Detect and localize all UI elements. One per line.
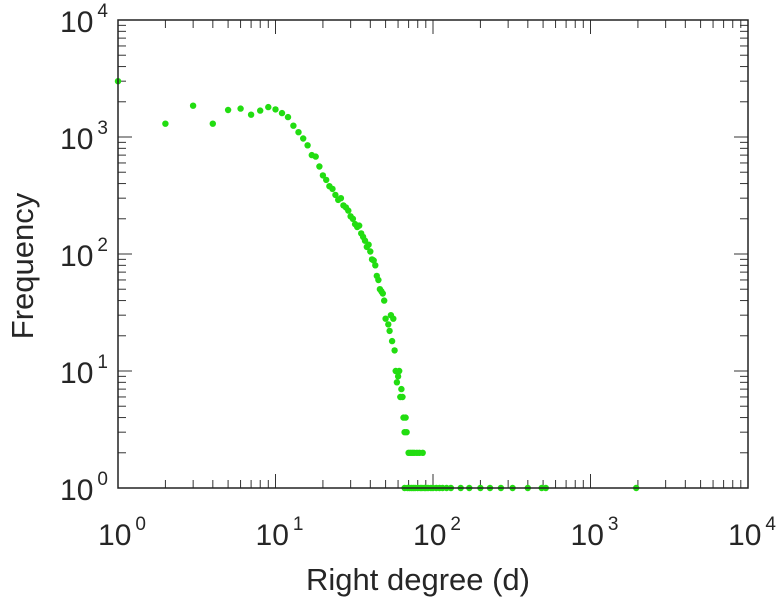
tick-labels: 10 0 10 1 10 2 10 3 10 4 10 0 10 1 10 2 10 3 10 4 bbox=[60, 1, 776, 552]
data-point bbox=[399, 393, 406, 401]
x-tick-label: 10 2 bbox=[413, 514, 461, 552]
data-point bbox=[386, 327, 393, 335]
data-point bbox=[349, 215, 357, 222]
data-point bbox=[391, 347, 398, 354]
y-tick-label: 10 2 bbox=[60, 235, 108, 273]
data-point bbox=[162, 120, 169, 127]
data-point bbox=[396, 367, 403, 375]
data-point bbox=[329, 185, 336, 193]
data-point bbox=[272, 106, 279, 113]
data-point bbox=[278, 109, 286, 117]
data-point bbox=[237, 105, 244, 112]
data-point bbox=[370, 257, 377, 264]
x-tick-label: 10 1 bbox=[256, 514, 304, 552]
data-point bbox=[381, 297, 388, 304]
x-tick-label: 10 3 bbox=[571, 514, 619, 552]
data-point bbox=[323, 176, 330, 184]
data-point bbox=[382, 315, 389, 322]
data-point bbox=[247, 111, 255, 118]
data-point bbox=[209, 120, 216, 127]
data-point bbox=[295, 129, 302, 136]
data-point bbox=[375, 276, 382, 284]
data-point bbox=[265, 103, 272, 111]
data-point bbox=[372, 262, 379, 269]
x-tick-label: 10 4 bbox=[728, 514, 776, 552]
data-point bbox=[316, 163, 323, 170]
data-point bbox=[332, 191, 339, 199]
y-axis-label: Frequency bbox=[5, 192, 40, 339]
data-point bbox=[319, 172, 327, 179]
data-point bbox=[419, 449, 426, 456]
data-point bbox=[300, 135, 307, 142]
y-tick-label: 10 1 bbox=[60, 352, 108, 390]
data-point bbox=[312, 153, 319, 160]
axis-ticks bbox=[117, 20, 748, 489]
data-point bbox=[224, 106, 232, 114]
data-point bbox=[189, 102, 197, 109]
data-point bbox=[356, 222, 363, 229]
data-point bbox=[398, 385, 405, 393]
y-tick-label: 10 3 bbox=[60, 118, 108, 156]
data-point bbox=[379, 290, 386, 297]
y-tick-label: 10 0 bbox=[60, 469, 108, 507]
data-point bbox=[304, 142, 311, 149]
plot-frame bbox=[117, 19, 749, 489]
data-point bbox=[345, 207, 352, 214]
x-tick-label: 10 0 bbox=[98, 514, 146, 552]
data-point bbox=[393, 379, 401, 386]
x-axis-label: Right degree (d) bbox=[306, 562, 530, 597]
data-point bbox=[388, 337, 396, 345]
data-point bbox=[367, 248, 374, 255]
data-points bbox=[114, 78, 640, 492]
data-point bbox=[402, 414, 409, 421]
data-point bbox=[403, 429, 410, 436]
data-point bbox=[390, 315, 397, 322]
data-point bbox=[257, 107, 264, 114]
data-point bbox=[394, 373, 402, 380]
data-point bbox=[290, 122, 297, 129]
data-point bbox=[385, 321, 392, 328]
data-point bbox=[284, 113, 292, 121]
y-tick-label: 10 4 bbox=[60, 1, 108, 39]
data-point bbox=[337, 195, 345, 202]
data-point bbox=[365, 241, 372, 248]
